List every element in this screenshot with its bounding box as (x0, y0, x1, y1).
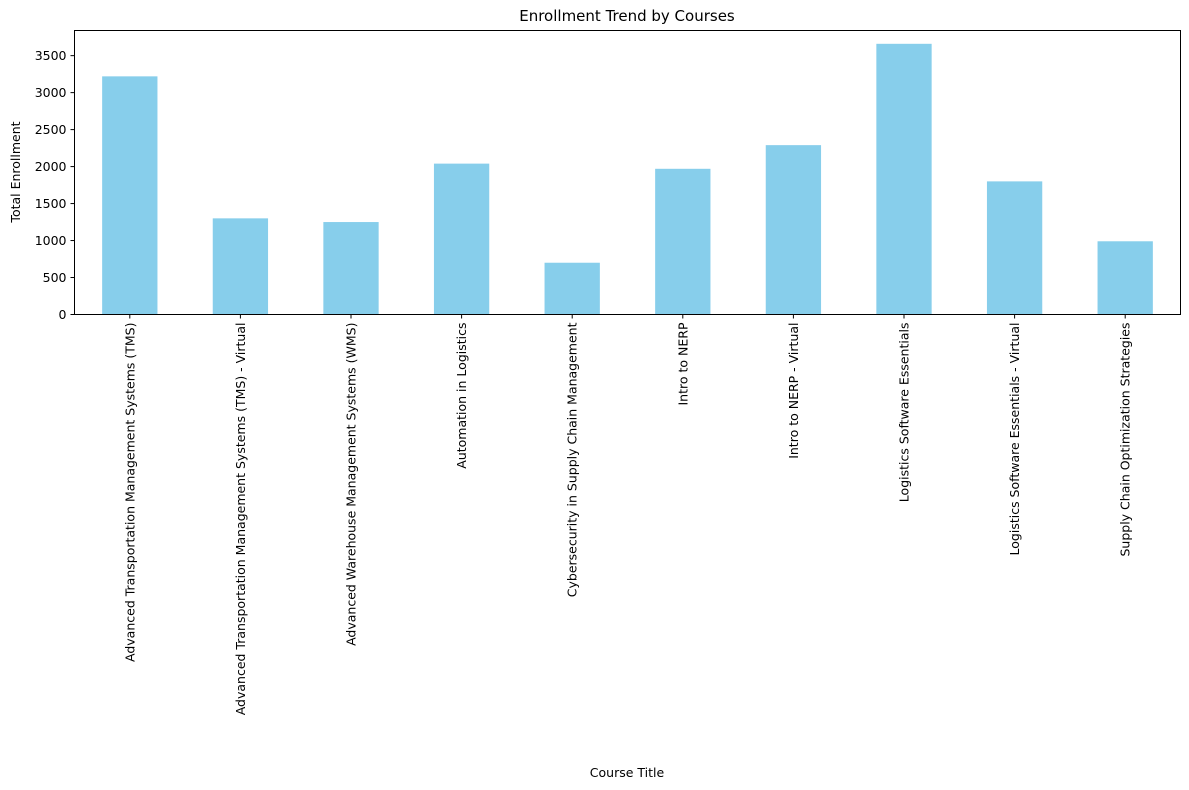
x-tick-label: Advanced Transportation Management Syste… (122, 323, 137, 662)
bars-group (102, 43, 1153, 315)
plot-area-frame (74, 30, 1181, 315)
bar-8 (876, 43, 932, 315)
y-axis-ticks: 0 500 1000 1500 2000 2500 3000 3500 (35, 48, 75, 322)
x-axis-title: Course Title (590, 765, 665, 780)
bar-6 (655, 168, 711, 315)
y-tick-label: 1000 (35, 233, 67, 248)
bar-3 (323, 222, 379, 315)
x-tick-label: Automation in Logistics (454, 323, 469, 469)
bar-2 (212, 218, 269, 315)
bar-4 (433, 163, 490, 315)
x-tick-label: Logistics Software Essentials - Virtual (1007, 323, 1022, 556)
x-tick-label: Advanced Warehouse Management Systems (W… (344, 323, 359, 646)
bar-7 (765, 145, 822, 315)
x-axis-ticks: Advanced Transportation Management Syste… (122, 314, 1133, 716)
y-tick-label: 2000 (35, 159, 67, 174)
chart-title: Enrollment Trend by Courses (519, 7, 735, 25)
bar-1 (102, 76, 158, 315)
y-tick-label: 3500 (35, 48, 67, 63)
x-tick-label: Advanced Transportation Management Syste… (233, 323, 248, 716)
x-tick-label: Logistics Software Essentials (897, 323, 912, 503)
y-tick-label: 1500 (35, 196, 67, 211)
bar-9 (986, 181, 1043, 315)
bar-5 (544, 262, 600, 315)
y-tick-label: 0 (59, 307, 67, 322)
x-tick-label: Cybersecurity in Supply Chain Management (565, 322, 580, 597)
y-tick-label: 2500 (35, 122, 67, 137)
y-tick-label: 500 (43, 270, 67, 285)
y-axis-title: Total Enrollment (8, 121, 23, 223)
x-tick-label: Intro to NERP (675, 322, 690, 405)
bar-10 (1097, 241, 1153, 315)
x-tick-label: Intro to NERP - Virtual (786, 323, 801, 459)
x-tick-label: Supply Chain Optimization Strategies (1118, 323, 1133, 557)
y-tick-label: 3000 (35, 85, 67, 100)
